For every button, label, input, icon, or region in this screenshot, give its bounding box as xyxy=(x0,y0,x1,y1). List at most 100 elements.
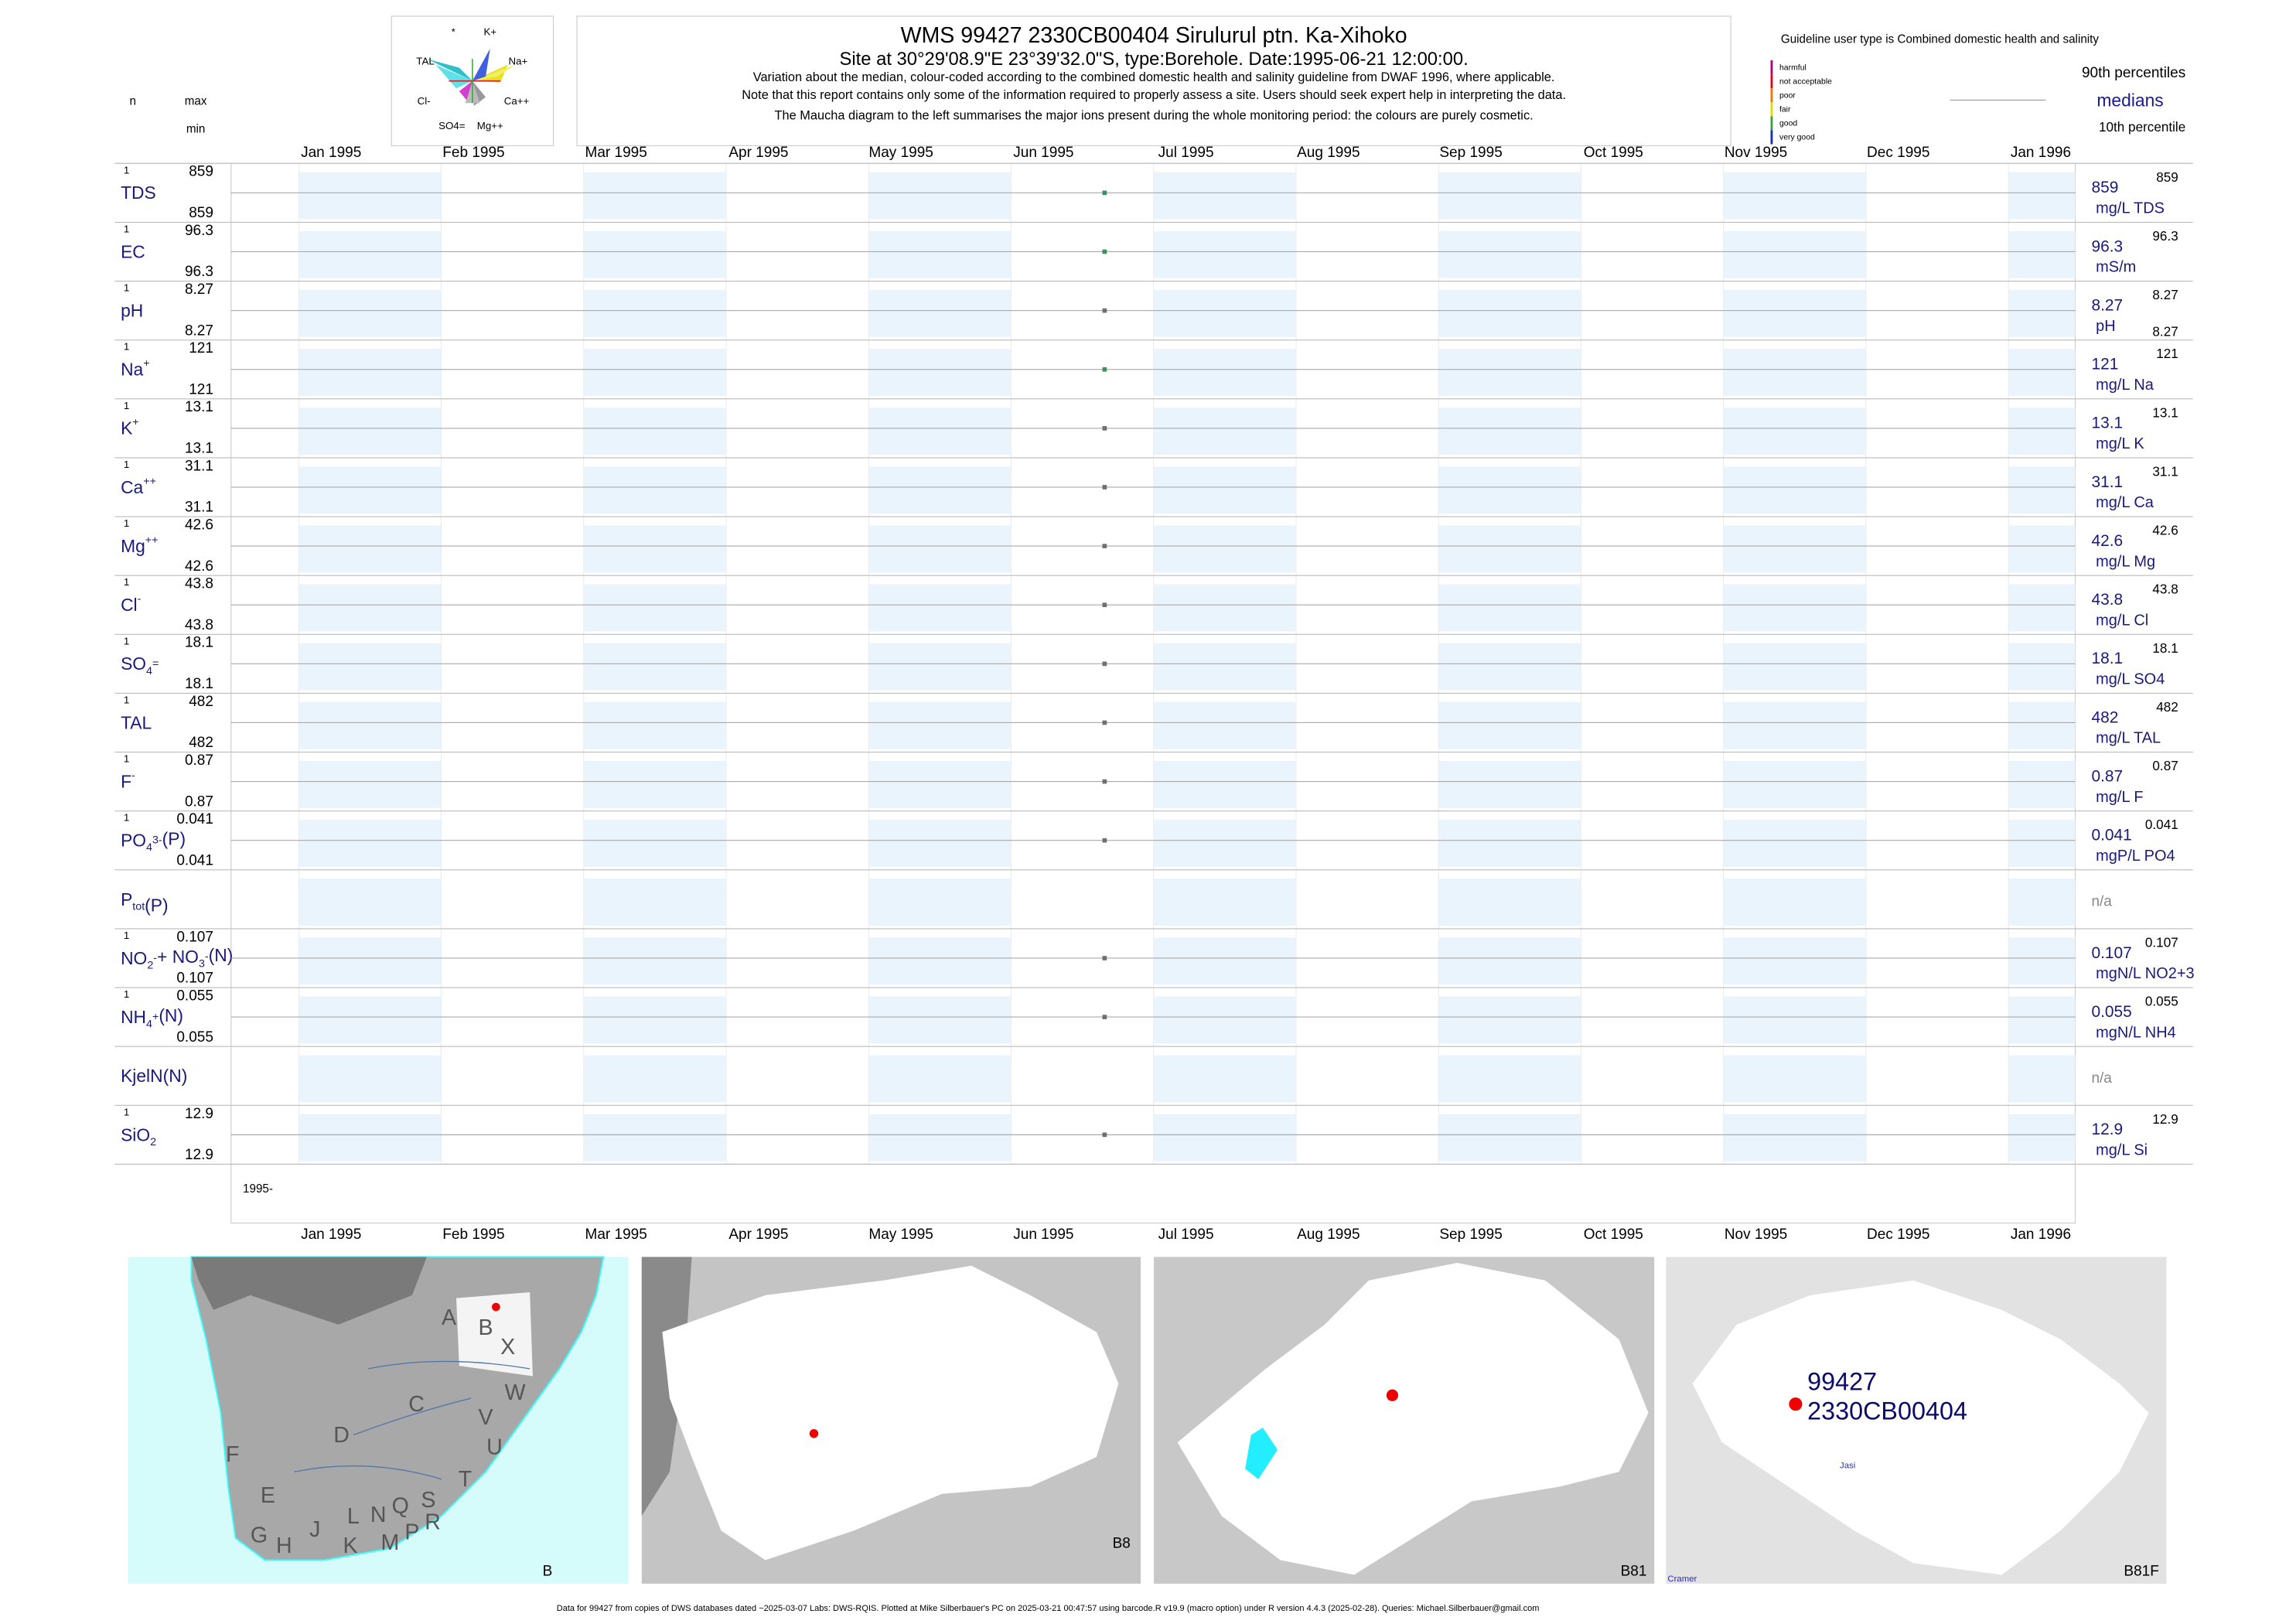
month-band xyxy=(299,408,442,455)
median-value: 121 xyxy=(2091,356,2118,374)
region-letter: U xyxy=(486,1435,503,1459)
min-value: 31.1 xyxy=(185,500,213,516)
sample-point xyxy=(1102,367,1107,372)
label-part: TDS xyxy=(121,183,156,203)
month-band xyxy=(583,643,727,691)
month-label: Jun 1995 xyxy=(1013,145,1073,161)
median-value: 8.27 xyxy=(2091,296,2123,314)
month-band xyxy=(1438,701,1581,749)
label-sup: - xyxy=(205,950,209,963)
month-band xyxy=(1153,937,1296,985)
month-band xyxy=(868,643,1012,691)
month-band xyxy=(1438,349,1581,396)
month-band xyxy=(1153,349,1296,396)
maucha-label: * xyxy=(452,26,455,37)
max-value: 0.87 xyxy=(185,752,213,769)
month-band xyxy=(1723,349,1866,396)
unit: mg/L F xyxy=(2096,789,2143,806)
month-band xyxy=(1723,408,1866,455)
right-max: 0.055 xyxy=(2145,995,2178,1009)
label-part: K xyxy=(121,418,132,438)
month-label: Oct 1995 xyxy=(1584,1227,1643,1243)
month-band xyxy=(1438,172,1581,220)
region-letter: R xyxy=(425,1510,441,1534)
month-label: Nov 1995 xyxy=(1725,1227,1787,1243)
month-band xyxy=(2008,584,2076,632)
month-band xyxy=(2008,466,2076,514)
month-band xyxy=(1153,466,1296,514)
min-value: 0.107 xyxy=(176,971,213,987)
median-value: 42.6 xyxy=(2091,532,2123,550)
map-place: Cramer xyxy=(1667,1575,1697,1584)
month-band xyxy=(1438,230,1581,278)
region-letter: C xyxy=(408,1392,425,1417)
label-sup: ++ xyxy=(145,534,159,546)
min-value: 0.87 xyxy=(185,793,213,810)
month-band xyxy=(583,937,727,985)
unit: mg/L Ca xyxy=(2096,494,2154,511)
month-label: Apr 1995 xyxy=(728,145,788,161)
month-band xyxy=(299,349,442,396)
unit: mgN/L NH4 xyxy=(2096,1024,2176,1041)
month-band xyxy=(2008,230,2076,278)
month-band xyxy=(299,466,442,514)
month-band xyxy=(583,820,727,867)
label-part: (P) xyxy=(162,829,186,849)
sample-point xyxy=(1102,956,1107,960)
median-value: 18.1 xyxy=(2091,650,2123,667)
label-part: P xyxy=(121,889,132,909)
region-letter: J xyxy=(309,1517,320,1542)
unit: mS/m xyxy=(2096,259,2136,276)
month-label: Mar 1995 xyxy=(585,145,647,161)
n-value: 1 xyxy=(124,400,129,411)
month-band xyxy=(583,408,727,455)
month-band xyxy=(1723,996,1866,1044)
month-band xyxy=(868,760,1012,808)
guideline-swatch xyxy=(1770,74,1773,89)
median-value: 0.041 xyxy=(2091,827,2131,844)
month-label: Mar 1995 xyxy=(585,1227,647,1243)
map-name: B8 xyxy=(1113,1535,1131,1551)
month-band xyxy=(299,525,442,573)
map-b-highlight xyxy=(455,1292,533,1377)
min-value: 121 xyxy=(189,381,213,397)
unit: mg/L TDS xyxy=(2096,200,2165,217)
max-value: 8.27 xyxy=(185,281,213,298)
unit: mg/L SO4 xyxy=(2096,671,2165,688)
region-letter: L xyxy=(347,1504,360,1529)
month-band xyxy=(1438,1114,1581,1162)
unit: mg/L Si xyxy=(2096,1142,2148,1159)
month-band xyxy=(868,996,1012,1044)
min-value: 42.6 xyxy=(185,558,213,575)
n-value: 1 xyxy=(124,753,129,765)
n-value: 1 xyxy=(124,988,129,1000)
min-header: min xyxy=(186,122,206,135)
region-letter: P xyxy=(404,1520,419,1545)
month-label: Sep 1995 xyxy=(1439,1227,1502,1243)
month-band xyxy=(1723,701,1866,749)
month-label: Jul 1995 xyxy=(1158,1227,1214,1243)
n-value: 1 xyxy=(124,341,129,353)
label-sup: - xyxy=(138,592,142,605)
month-band xyxy=(1723,643,1866,691)
month-band xyxy=(1438,996,1581,1044)
min-value: 0.041 xyxy=(176,852,213,868)
maucha-label: K+ xyxy=(483,26,496,37)
month-band xyxy=(2008,525,2076,573)
month-band xyxy=(1723,760,1866,808)
right-max: 8.27 xyxy=(2152,288,2178,302)
region-letter: X xyxy=(500,1335,515,1360)
month-band xyxy=(1153,643,1296,691)
month-band xyxy=(299,289,442,337)
month-band xyxy=(583,584,727,632)
map-name: B81F xyxy=(2124,1564,2158,1580)
median-value: 31.1 xyxy=(2091,473,2123,491)
min-value: 859 xyxy=(189,205,213,221)
label-sup: + xyxy=(143,357,149,370)
month-band xyxy=(1153,408,1296,455)
month-band xyxy=(1438,466,1581,514)
month-band xyxy=(583,172,727,220)
label-sup: + xyxy=(152,1011,159,1023)
maucha-label: SO4= xyxy=(438,120,466,131)
sample-point xyxy=(1102,1015,1107,1019)
